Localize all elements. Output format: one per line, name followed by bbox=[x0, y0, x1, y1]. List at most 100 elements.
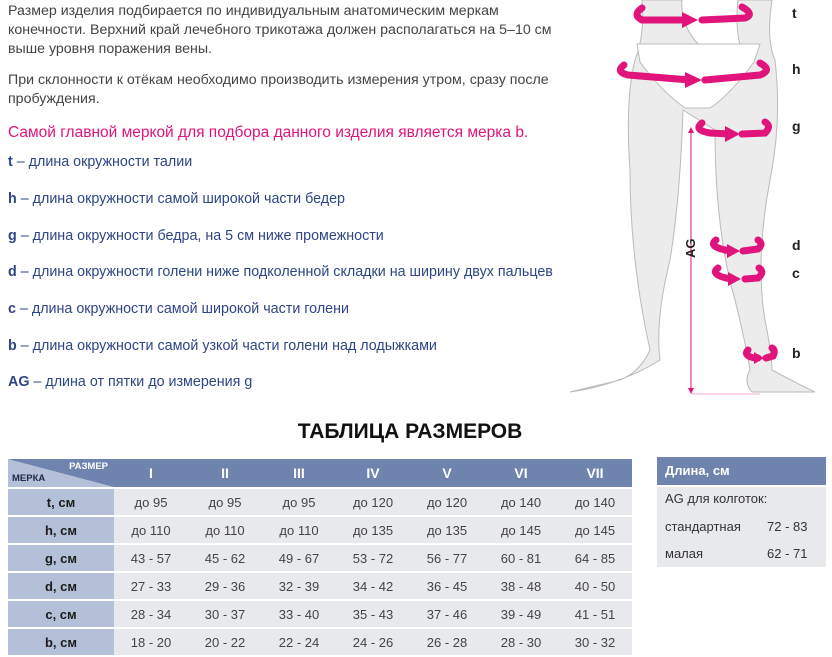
length-header: Длина, см bbox=[657, 457, 826, 485]
table-cell: до 135 bbox=[410, 517, 484, 543]
intro-text: Размер изделия подбирается по индивидуал… bbox=[8, 2, 568, 121]
definition-text: – длина окружности голени ниже подколенн… bbox=[16, 264, 553, 280]
definition-text: – длина окружности талии bbox=[12, 154, 193, 170]
table-cell: до 110 bbox=[114, 517, 188, 543]
table-cell: 34 - 42 bbox=[336, 573, 410, 599]
measure-label: t, см bbox=[8, 489, 114, 515]
length-label: малая bbox=[665, 546, 704, 561]
definition-text: – длина окружности самой широкой части б… bbox=[16, 191, 345, 207]
table-cell: 41 - 51 bbox=[558, 601, 632, 627]
table-cell: до 140 bbox=[558, 489, 632, 515]
table-row: t, см до 95 до 95 до 95 до 120 до 120 до 140 до… bbox=[8, 489, 632, 515]
size-table: РАЗМЕР МЕРКА I II III IV V VI VII t, см до 95 до 95… bbox=[8, 457, 632, 657]
table-cell: до 110 bbox=[188, 517, 262, 543]
table-cell: 26 - 28 bbox=[410, 629, 484, 655]
table-row: h, см до 110 до 110 до 110 до 135 до 135 до 14… bbox=[8, 517, 632, 543]
definition-key: t bbox=[8, 154, 13, 170]
table-cell: 60 - 81 bbox=[484, 545, 558, 571]
table-cell: 20 - 22 bbox=[188, 629, 262, 655]
table-cell: 22 - 24 bbox=[262, 629, 336, 655]
highlight-note: Самой главной меркой для подбора данного… bbox=[8, 124, 529, 141]
size-header: V bbox=[410, 459, 484, 487]
measure-label: g, см bbox=[8, 545, 114, 571]
definition-key: b bbox=[8, 338, 17, 354]
size-header: IV bbox=[336, 459, 410, 487]
table-cell: до 95 bbox=[188, 489, 262, 515]
table-cell: 32 - 39 bbox=[262, 573, 336, 599]
definition-d: d – длина окружности голени ниже подколе… bbox=[8, 264, 553, 280]
definition-b: b – длина окружности самой узкой части г… bbox=[8, 338, 437, 354]
label-c: c bbox=[792, 265, 800, 281]
definition-ag: AG – длина от пятки до измерения g bbox=[8, 374, 252, 390]
label-g: g bbox=[792, 118, 801, 134]
measure-label: d, см bbox=[8, 573, 114, 599]
intro-paragraph: Размер изделия подбирается по индивидуал… bbox=[8, 3, 552, 57]
table-cell: до 145 bbox=[484, 517, 558, 543]
definition-key: d bbox=[8, 264, 17, 280]
ag-label: AG bbox=[683, 239, 698, 259]
measure-label: c, см bbox=[8, 601, 114, 627]
definition-t: t – длина окружности талии bbox=[8, 154, 192, 170]
table-cell: 30 - 37 bbox=[188, 601, 262, 627]
definition-g: g – длина окружности бедра, на 5 см ниже… bbox=[8, 228, 384, 244]
table-cell: 33 - 40 bbox=[262, 601, 336, 627]
length-label: стандартная bbox=[665, 519, 741, 534]
table-row: b, см 18 - 20 20 - 22 22 - 24 24 - 26 26 - 28… bbox=[8, 629, 632, 655]
table-cell: 39 - 49 bbox=[484, 601, 558, 627]
definition-key: c bbox=[8, 301, 16, 317]
size-header: I bbox=[114, 459, 188, 487]
table-cell: 38 - 48 bbox=[484, 573, 558, 599]
table-cell: до 120 bbox=[410, 489, 484, 515]
table-cell: 29 - 36 bbox=[188, 573, 262, 599]
measure-label: h, см bbox=[8, 517, 114, 543]
intro-paragraph: При склонности к отёкам необходимо произ… bbox=[8, 72, 549, 107]
table-row: d, см 27 - 33 29 - 36 32 - 39 34 - 42 36 - 45… bbox=[8, 573, 632, 599]
table-cell: 56 - 77 bbox=[410, 545, 484, 571]
table-row: g, см 43 - 57 45 - 62 49 - 67 53 - 72 56 - 77… bbox=[8, 545, 632, 571]
table-cell: 24 - 26 bbox=[336, 629, 410, 655]
label-t: t bbox=[792, 5, 797, 21]
table-cell: до 95 bbox=[114, 489, 188, 515]
table-cell: до 135 bbox=[336, 517, 410, 543]
definition-text: – длина от пятки до измерения g bbox=[29, 374, 253, 390]
table-cell: 45 - 62 bbox=[188, 545, 262, 571]
size-header: VII bbox=[558, 459, 632, 487]
definition-key: AG bbox=[8, 374, 30, 390]
table-cell: 28 - 34 bbox=[114, 601, 188, 627]
table-cell: 37 - 46 bbox=[410, 601, 484, 627]
definition-c: c – длина окружности самой широкой части… bbox=[8, 301, 349, 317]
definition-text: – длина окружности самой широкой части г… bbox=[15, 301, 349, 317]
table-cell: 18 - 20 bbox=[114, 629, 188, 655]
length-panel: Длина, см AG для колготок: стандартная 7… bbox=[657, 457, 826, 567]
table-cell: 36 - 45 bbox=[410, 573, 484, 599]
table-corner: РАЗМЕР МЕРКА bbox=[8, 459, 114, 487]
length-value: 72 - 83 bbox=[767, 519, 808, 534]
label-b: b bbox=[792, 345, 801, 361]
label-h: h bbox=[792, 61, 801, 77]
table-cell: до 140 bbox=[484, 489, 558, 515]
table-cell: 43 - 57 bbox=[114, 545, 188, 571]
table-cell: 49 - 67 bbox=[262, 545, 336, 571]
table-cell: до 110 bbox=[262, 517, 336, 543]
definition-text: – длина окружности самой узкой части гол… bbox=[16, 338, 437, 354]
table-cell: до 120 bbox=[336, 489, 410, 515]
table-cell: до 95 bbox=[262, 489, 336, 515]
leg-diagram: AG t h g d c b bbox=[569, 0, 816, 395]
table-cell: 30 - 32 bbox=[558, 629, 632, 655]
table-cell: 53 - 72 bbox=[336, 545, 410, 571]
measure-label: b, см bbox=[8, 629, 114, 655]
size-header: VI bbox=[484, 459, 558, 487]
size-header: III bbox=[262, 459, 336, 487]
definition-text: – длина окружности бедра, на 5 см ниже п… bbox=[16, 228, 384, 244]
table-cell: 64 - 85 bbox=[558, 545, 632, 571]
corner-size-label: РАЗМЕР bbox=[69, 461, 108, 472]
table-cell: 28 - 30 bbox=[484, 629, 558, 655]
label-d: d bbox=[792, 237, 801, 253]
table-row: c, см 28 - 34 30 - 37 33 - 40 35 - 43 37 - 46… bbox=[8, 601, 632, 627]
table-cell: до 145 bbox=[558, 517, 632, 543]
table-cell: 40 - 50 bbox=[558, 573, 632, 599]
table-cell: 27 - 33 bbox=[114, 573, 188, 599]
length-value: 62 - 71 bbox=[767, 546, 808, 561]
table-title: ТАБЛИЦА РАЗМЕРОВ bbox=[297, 420, 523, 443]
size-header: II bbox=[188, 459, 262, 487]
